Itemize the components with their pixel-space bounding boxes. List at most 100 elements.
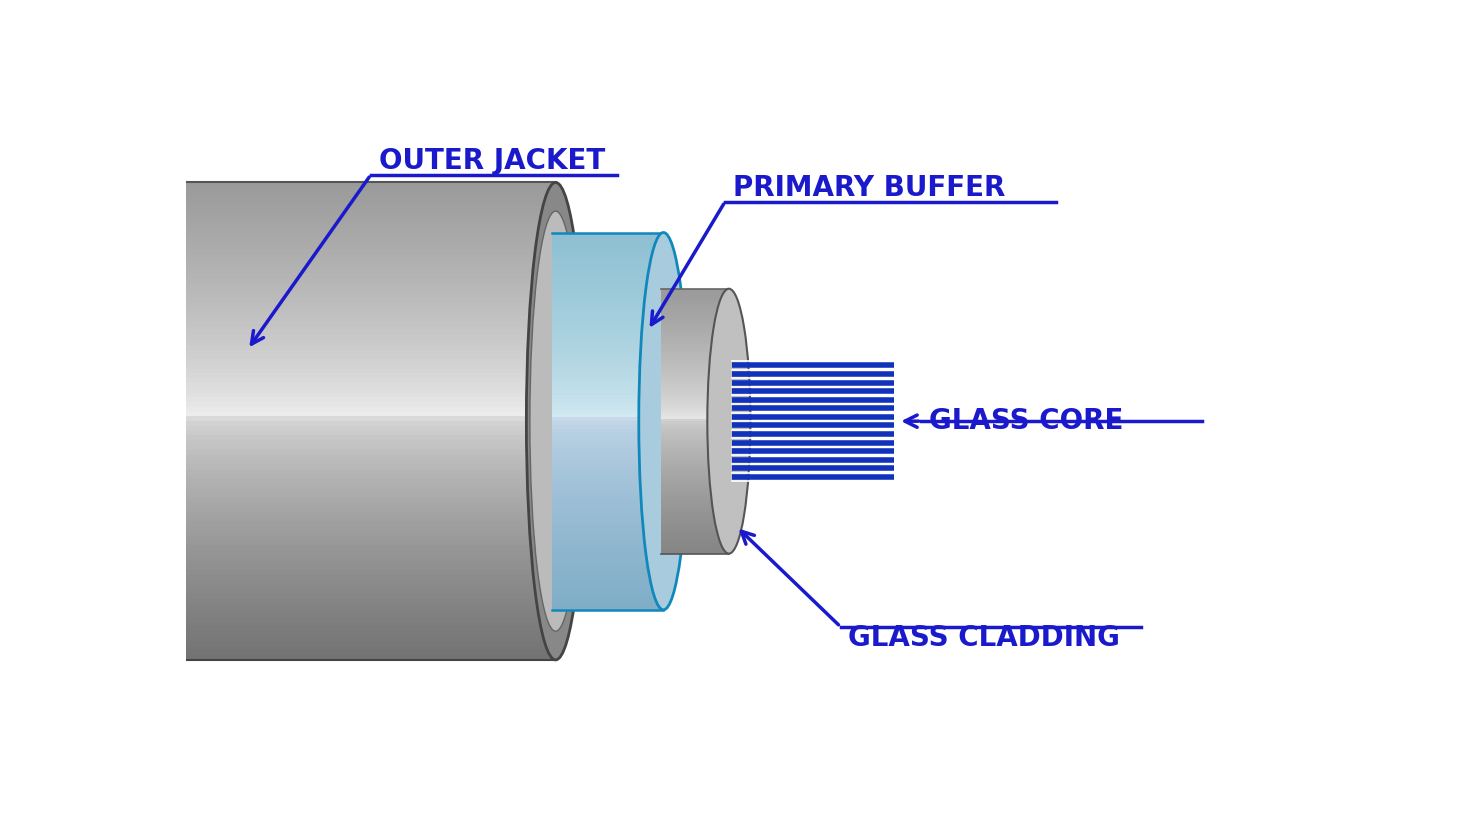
Text: GLASS CORE: GLASS CORE xyxy=(929,407,1123,435)
Bar xyxy=(661,437,730,440)
Bar xyxy=(552,274,664,278)
Bar xyxy=(32,626,556,631)
Bar xyxy=(552,364,664,369)
Bar xyxy=(552,565,664,568)
Bar xyxy=(32,421,556,426)
Bar xyxy=(32,455,556,460)
Bar xyxy=(32,311,556,316)
Bar xyxy=(661,389,730,392)
Bar xyxy=(552,602,664,606)
Bar xyxy=(32,393,556,397)
Bar xyxy=(552,451,664,455)
Bar xyxy=(32,254,556,259)
Bar xyxy=(661,480,730,482)
Bar xyxy=(552,323,664,327)
Bar xyxy=(552,379,664,384)
Bar xyxy=(552,338,664,342)
Bar xyxy=(32,292,556,297)
Bar xyxy=(552,444,664,448)
Bar xyxy=(552,523,664,527)
Bar xyxy=(32,588,556,593)
Bar xyxy=(552,459,664,463)
Bar xyxy=(661,347,730,349)
Bar xyxy=(661,532,730,535)
Bar xyxy=(552,538,664,542)
Bar xyxy=(552,349,664,354)
Bar xyxy=(661,450,730,453)
Bar xyxy=(552,285,664,289)
Text: PRIMARY BUFFER: PRIMARY BUFFER xyxy=(732,173,1005,202)
Bar xyxy=(32,598,556,603)
Bar xyxy=(661,320,730,323)
Bar xyxy=(552,515,664,520)
Bar xyxy=(552,409,664,414)
Bar xyxy=(32,579,556,584)
Bar xyxy=(552,505,664,508)
Bar xyxy=(552,267,664,270)
Bar xyxy=(661,482,730,485)
Bar xyxy=(661,313,730,315)
Bar xyxy=(552,391,664,394)
Bar xyxy=(552,530,664,535)
Text: OUTER JACKET: OUTER JACKET xyxy=(378,147,605,175)
Bar xyxy=(32,283,556,288)
Bar xyxy=(32,216,556,221)
Bar xyxy=(32,574,556,579)
Bar xyxy=(661,503,730,506)
Bar xyxy=(552,485,664,489)
Bar xyxy=(552,369,664,372)
Bar xyxy=(661,326,730,329)
Bar xyxy=(552,436,664,440)
Bar xyxy=(32,636,556,641)
Bar xyxy=(661,490,730,493)
Bar xyxy=(32,307,556,311)
Bar xyxy=(661,477,730,480)
Bar xyxy=(552,402,664,406)
Bar xyxy=(661,400,730,403)
Bar xyxy=(32,397,556,402)
Bar xyxy=(552,440,664,444)
Bar xyxy=(552,319,664,323)
Bar xyxy=(661,466,730,469)
Bar xyxy=(661,339,730,342)
Bar xyxy=(32,641,556,646)
Bar xyxy=(661,448,730,450)
Bar xyxy=(32,302,556,307)
Bar xyxy=(552,557,664,560)
Bar xyxy=(32,383,556,388)
Bar xyxy=(661,379,730,381)
Bar xyxy=(661,416,730,419)
Bar xyxy=(32,603,556,607)
Bar xyxy=(32,502,556,507)
Bar xyxy=(552,414,664,417)
Bar xyxy=(552,496,664,500)
Bar xyxy=(32,646,556,651)
Bar xyxy=(661,495,730,498)
Bar xyxy=(32,230,556,235)
Bar xyxy=(32,407,556,412)
Bar xyxy=(552,278,664,282)
Bar xyxy=(661,522,730,525)
Bar xyxy=(552,255,664,259)
Bar xyxy=(552,289,664,293)
Bar xyxy=(32,330,556,335)
Bar xyxy=(661,530,730,532)
Bar xyxy=(32,612,556,617)
Bar xyxy=(32,344,556,349)
Bar xyxy=(661,342,730,344)
Bar xyxy=(552,542,664,545)
Bar xyxy=(661,424,730,426)
Bar xyxy=(661,352,730,355)
Bar xyxy=(552,259,664,263)
Bar xyxy=(552,417,664,421)
Bar xyxy=(32,521,556,526)
Bar xyxy=(661,299,730,302)
Bar xyxy=(661,360,730,363)
Bar xyxy=(661,323,730,326)
Bar xyxy=(552,304,664,308)
Bar xyxy=(32,235,556,239)
Bar xyxy=(661,475,730,477)
Bar xyxy=(661,329,730,331)
Bar xyxy=(552,293,664,297)
Bar xyxy=(552,421,664,425)
